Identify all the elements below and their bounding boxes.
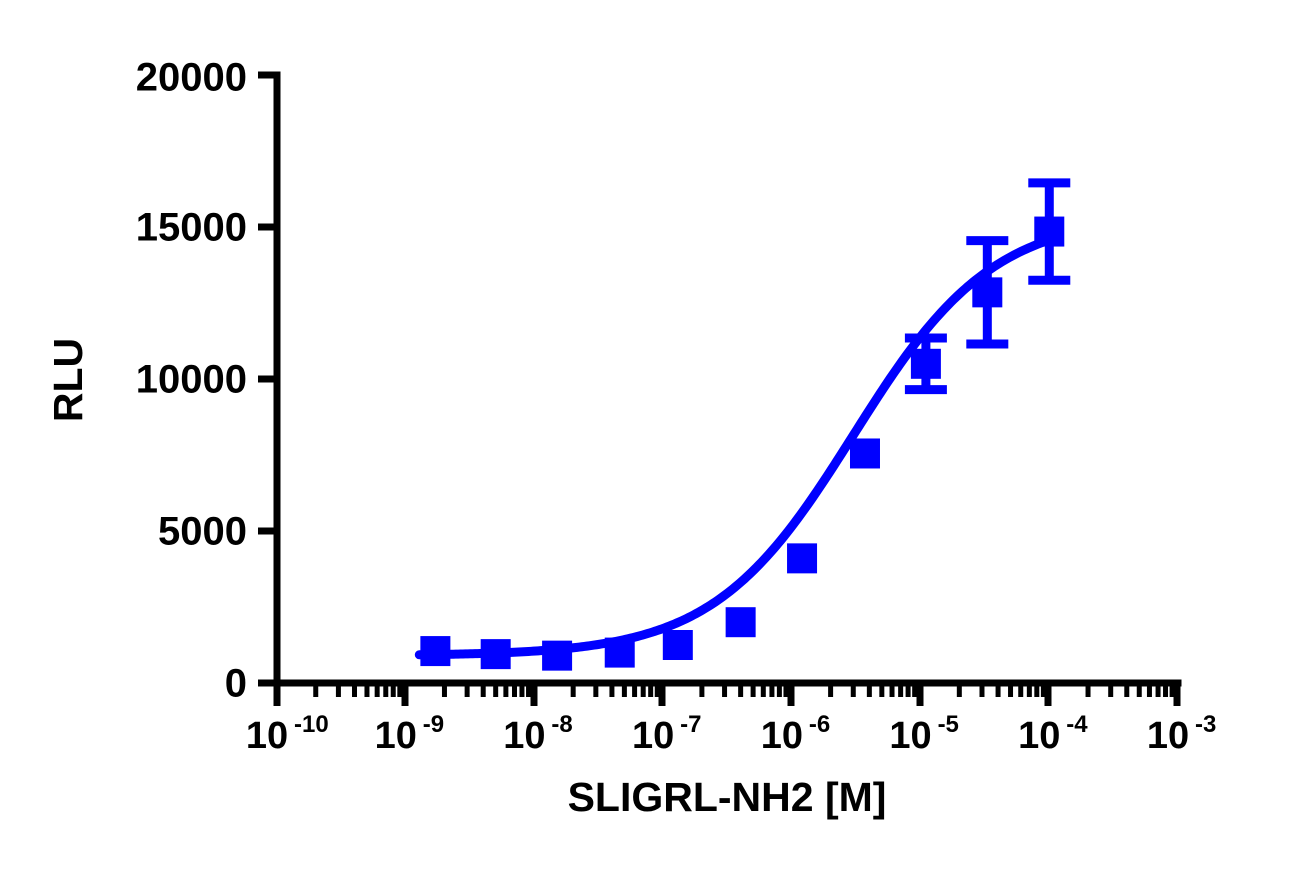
x-tick-label-base: 10 (246, 715, 288, 757)
data-point-marker (972, 277, 1002, 307)
y-tick-label-10000: 10000 (136, 358, 247, 402)
data-point-marker (663, 630, 693, 660)
x-tick-label-exponent: -9 (423, 711, 444, 738)
x-tick-label-base: 10 (889, 715, 931, 757)
data-point-marker (481, 639, 511, 669)
x-tick-label-exponent: -10 (294, 711, 329, 738)
x-tick-label-group: 10-9 (375, 711, 444, 757)
dose-response-plot: 20000 15000 10000 5000 0 10-1010-910-810… (0, 0, 1315, 874)
x-tick-label-group: 10-3 (1147, 711, 1216, 757)
x-tick-label-base: 10 (1147, 715, 1189, 757)
x-tick-label-exponent: -5 (938, 711, 959, 738)
x-tick-label-base: 10 (375, 715, 417, 757)
data-point-marker (605, 638, 635, 668)
x-tick-label-group: 10 -5 (889, 711, 958, 757)
x-axis-title: SLIGRL-NH2 [M] (568, 774, 887, 820)
x-tick-label-exponent: -3 (1195, 711, 1216, 738)
data-point-marker (787, 543, 817, 573)
y-tick-label-0: 0 (225, 662, 247, 706)
y-tick-label-20000: 20000 (136, 56, 247, 100)
data-point-marker (911, 349, 941, 379)
x-tick-label-group: 10-6 (761, 711, 830, 757)
data-point-marker (726, 607, 756, 637)
y-tick-label-5000: 5000 (158, 510, 247, 554)
y-axis-title: RLU (45, 338, 91, 422)
data-point-marker (542, 641, 572, 671)
x-tick-label-group: 10-7 (632, 711, 701, 757)
fit-curve-sligrl (419, 240, 1050, 655)
y-tick-label-15000: 15000 (136, 206, 247, 250)
x-tick-label-exponent: -4 (1066, 711, 1088, 738)
x-tick-label-group: 10-8 (503, 711, 572, 757)
chart-figure: 20000 15000 10000 5000 0 10-1010-910-810… (0, 0, 1315, 874)
x-tick-label-exponent: -6 (809, 711, 830, 738)
x-tick-label-base: 10 (761, 715, 803, 757)
data-point-marker (420, 636, 450, 666)
x-axis-tick-labels: 10-1010-910-810-710-610-510-410-3 (246, 711, 1216, 757)
data-point-marker (1034, 217, 1064, 247)
x-tick-label-exponent: -8 (551, 711, 572, 738)
x-tick-label-base: 10 (1018, 715, 1060, 757)
x-tick-label-base: 10 (632, 715, 674, 757)
x-tick-label-group: 10-10 (246, 711, 329, 757)
x-tick-label-exponent: -7 (680, 711, 701, 738)
x-tick-label-base: 10 (503, 715, 545, 757)
x-tick-label-group: 10-4 (1018, 711, 1088, 757)
data-point-marker (850, 438, 880, 468)
